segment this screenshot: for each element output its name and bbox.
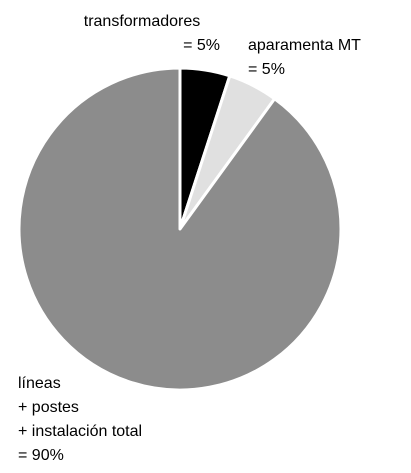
slice-label: + instalación total xyxy=(18,423,142,440)
slice-label: transformadores xyxy=(84,13,201,30)
slice-value-label: = 5% xyxy=(248,61,285,78)
slice-label: + postes xyxy=(18,399,79,416)
slice-label: aparamenta MT xyxy=(248,37,361,54)
slice-value-label: = 90% xyxy=(18,447,64,464)
pie-slice xyxy=(17,66,343,392)
slice-label: líneas xyxy=(18,375,61,392)
slice-value-label: = 5% xyxy=(183,37,220,54)
